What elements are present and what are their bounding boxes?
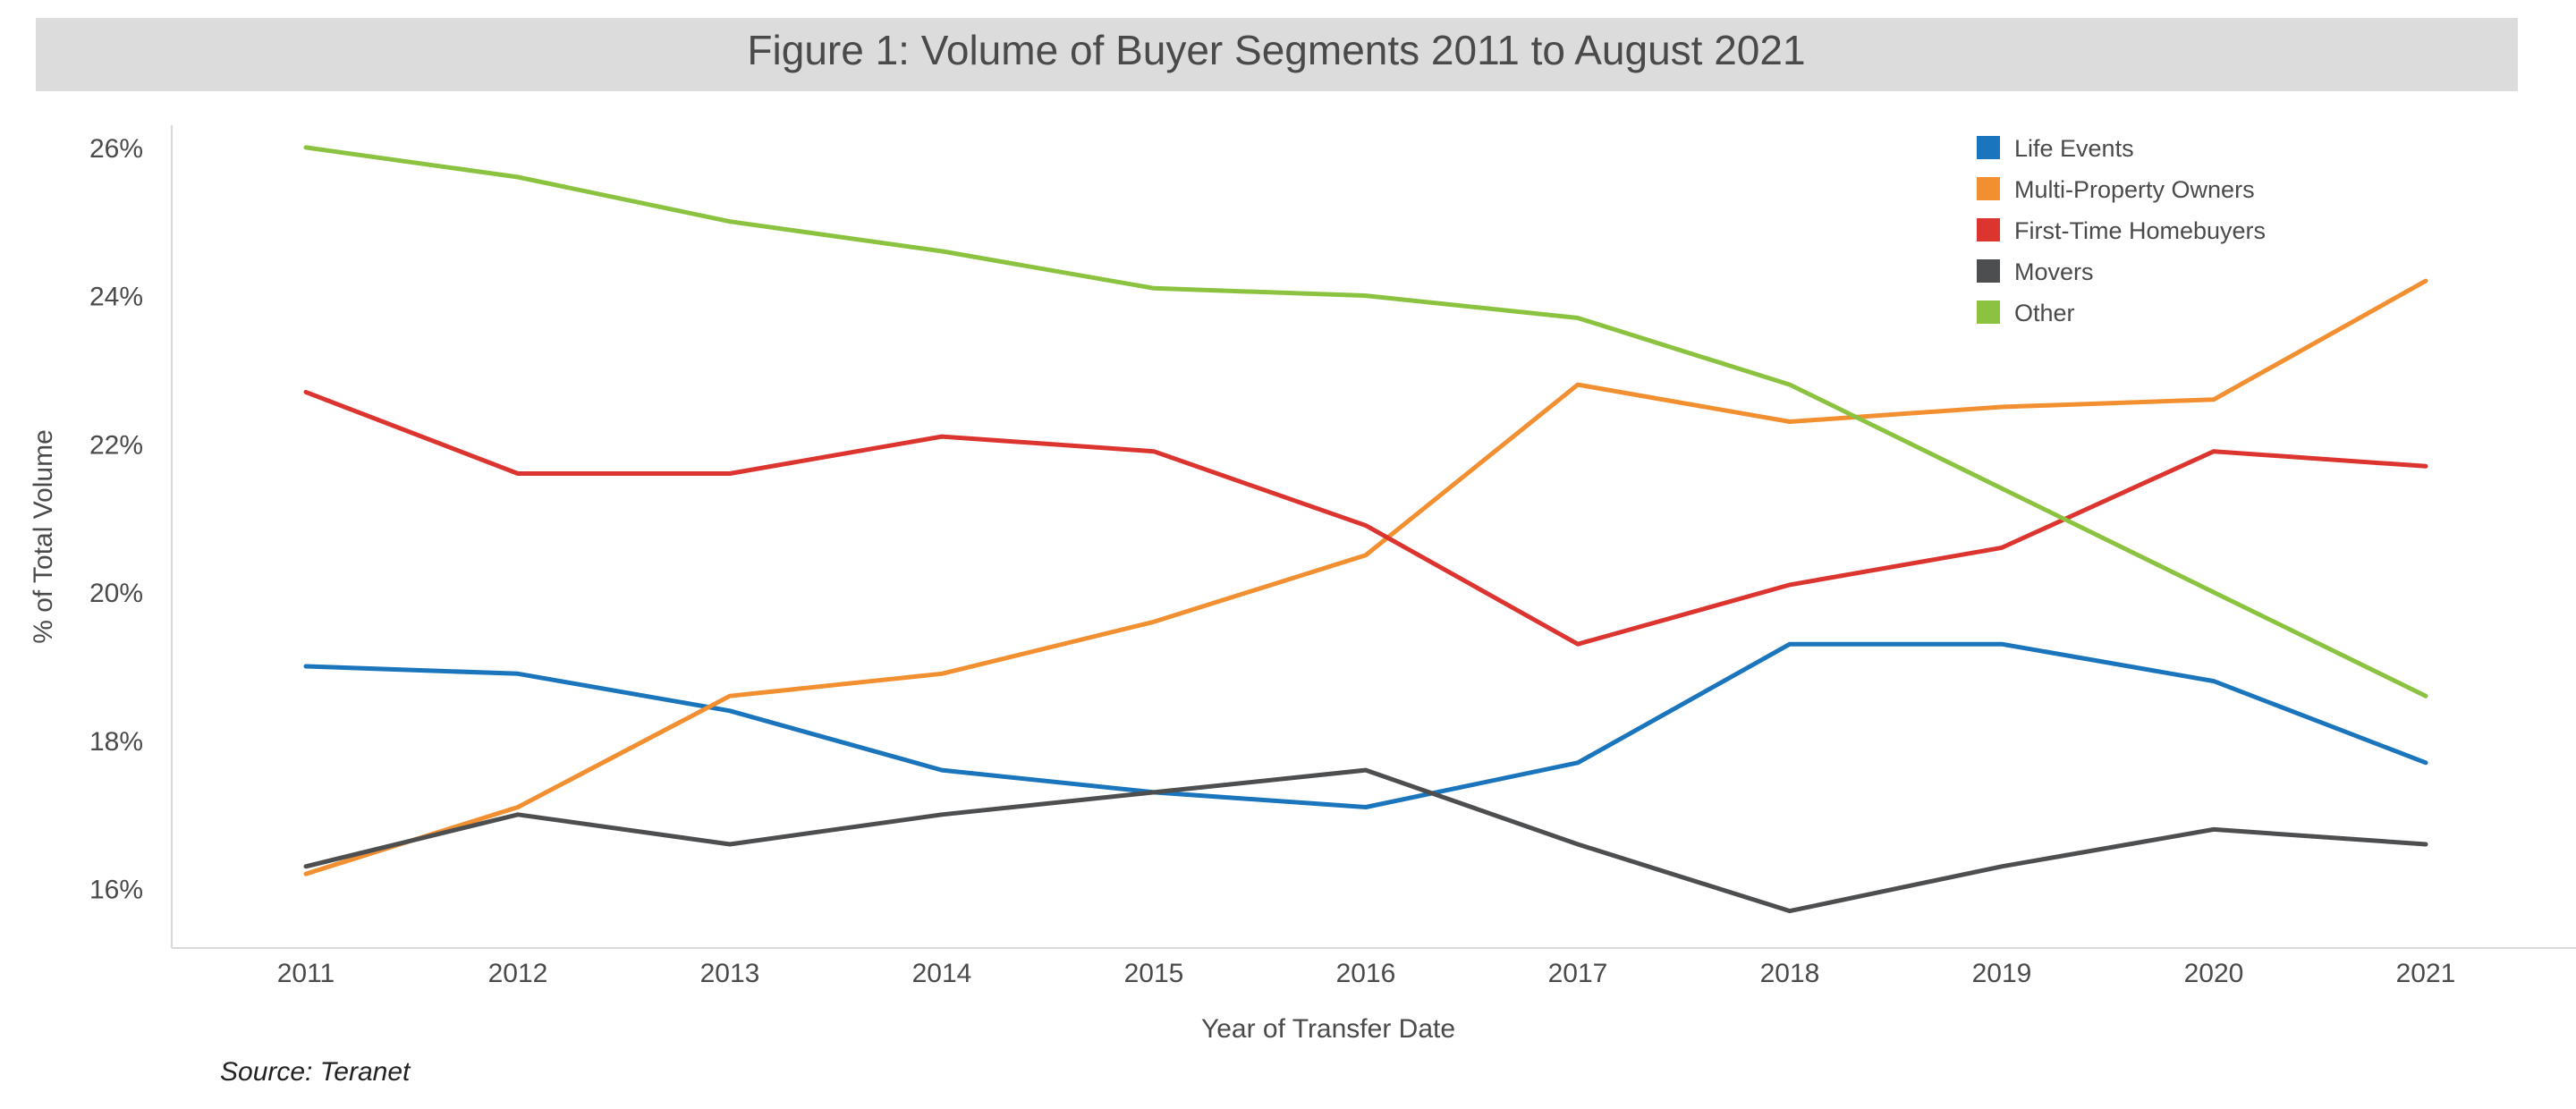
series-line-multi-property-owners bbox=[303, 278, 2428, 876]
y-tick-label: 26% bbox=[89, 134, 143, 164]
x-tick-labels: 2011 2012 2013 2014 2015 2016 2017 2018 2019 2020… bbox=[277, 959, 2456, 988]
series-lines bbox=[303, 145, 2428, 914]
legend-swatch-movers bbox=[1977, 259, 2000, 283]
y-tick-label: 18% bbox=[89, 727, 143, 757]
legend-swatch-first-time-homebuyers bbox=[1977, 218, 2000, 241]
x-axis-label: Year of Transfer Date bbox=[1201, 1014, 1455, 1044]
x-tick-label: 2020 bbox=[2184, 959, 2244, 988]
series-line-first-time-homebuyers bbox=[303, 389, 2428, 647]
x-tick-label: 2017 bbox=[1548, 959, 1608, 988]
x-tick-label: 2016 bbox=[1336, 959, 1396, 988]
x-tick-label: 2013 bbox=[700, 959, 760, 988]
legend-swatch-multi-property-owners bbox=[1977, 177, 2000, 200]
title-banner bbox=[36, 18, 2518, 91]
legend-swatch-life-events bbox=[1977, 136, 2000, 159]
legend-label-movers: Movers bbox=[2014, 258, 2094, 285]
series-line-other bbox=[303, 145, 2428, 698]
legend-label-multi-property-owners: Multi-Property Owners bbox=[2014, 176, 2255, 203]
x-tick-label: 2012 bbox=[488, 959, 548, 988]
legend-label-first-time-homebuyers: First-Time Homebuyers bbox=[2014, 217, 2266, 244]
y-tick-label: 20% bbox=[89, 579, 143, 608]
y-tick-label: 16% bbox=[89, 876, 143, 905]
source-note: Source: Teranet bbox=[220, 1057, 411, 1087]
series-line-life-events bbox=[303, 641, 2428, 809]
y-tick-labels: 16% 18% 20% 22% 24% 26% bbox=[89, 134, 143, 905]
chart-title: Figure 1: Volume of Buyer Segments 2011 … bbox=[747, 27, 1805, 73]
y-tick-label: 24% bbox=[89, 283, 143, 312]
legend: Life Events Multi-Property Owners First-Ti… bbox=[1977, 135, 2266, 326]
y-axis-label: % of Total Volume bbox=[29, 429, 58, 644]
x-tick-label: 2011 bbox=[277, 959, 335, 988]
x-tick-label: 2018 bbox=[1760, 959, 1820, 988]
y-tick-label: 22% bbox=[89, 430, 143, 460]
x-tick-label: 2021 bbox=[2396, 959, 2456, 988]
x-tick-label: 2014 bbox=[912, 959, 972, 988]
series-line-movers bbox=[303, 767, 2428, 914]
x-tick-label: 2015 bbox=[1124, 959, 1184, 988]
legend-label-life-events: Life Events bbox=[2014, 135, 2134, 162]
legend-swatch-other bbox=[1977, 301, 2000, 324]
x-tick-label: 2019 bbox=[1972, 959, 2032, 988]
legend-label-other: Other bbox=[2014, 300, 2075, 326]
